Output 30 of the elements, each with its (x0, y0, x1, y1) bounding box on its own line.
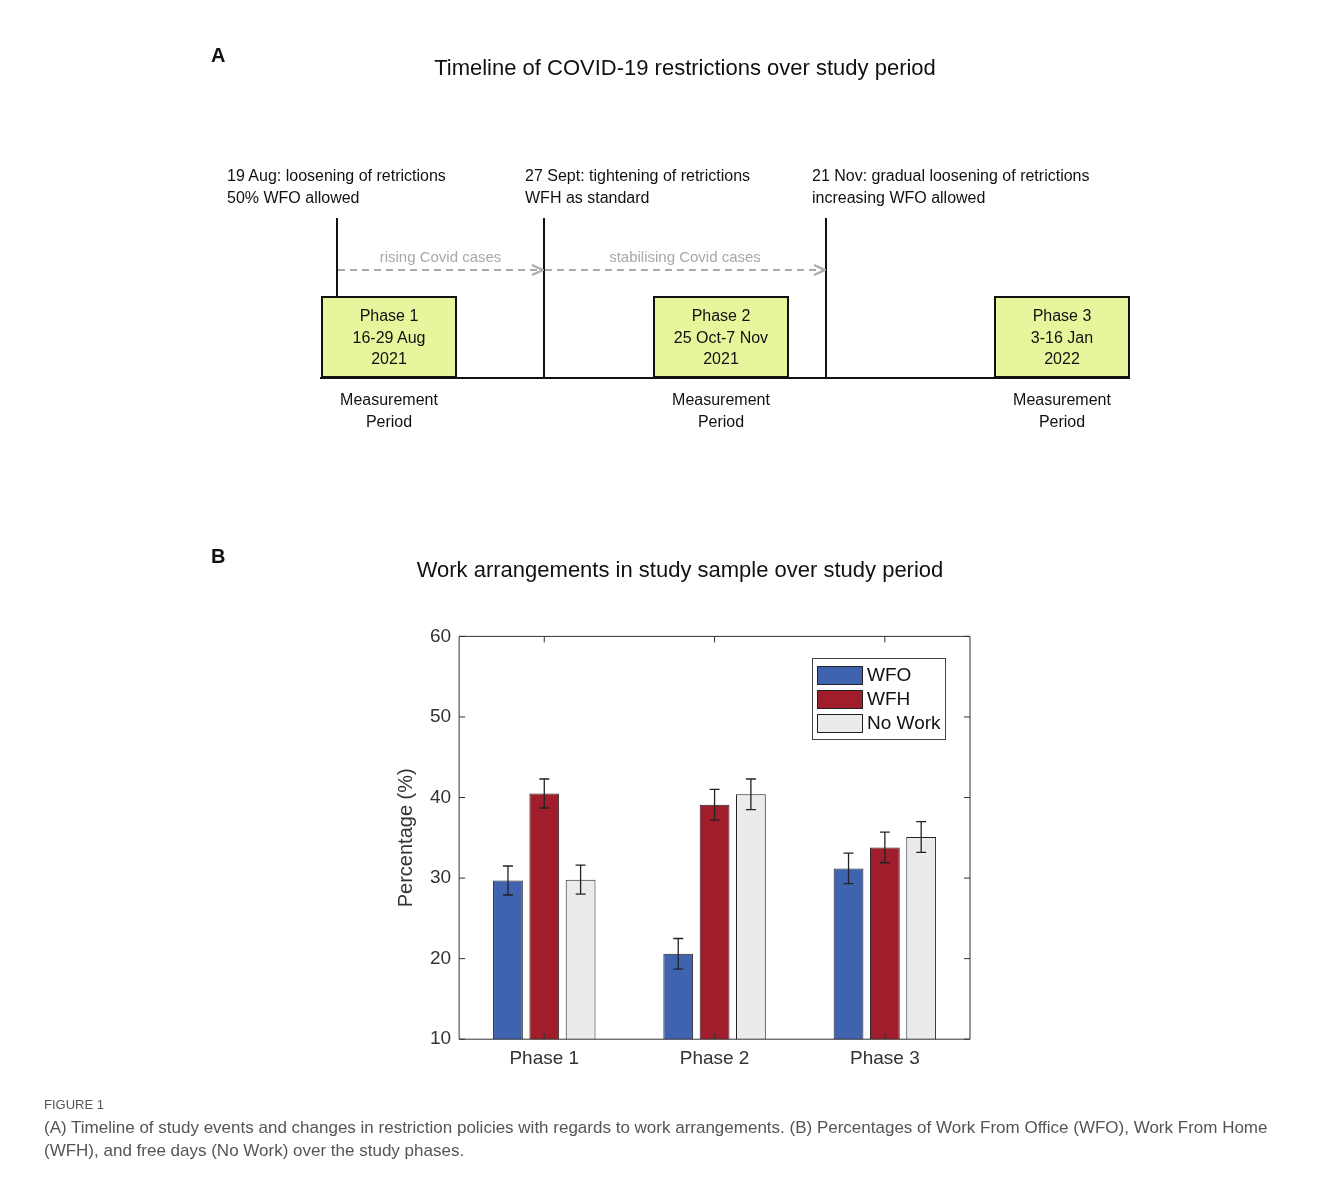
text: stabilising Covid cases (608, 247, 762, 267)
y-tick-label: 20 (429, 946, 452, 968)
text: Measurement Period (671, 390, 771, 432)
caption: FIGURE 1 (44, 1096, 104, 1114)
legend-label: WFO (867, 664, 912, 686)
text: Phase 2 25 Oct-7 Nov 2021 (672, 306, 770, 370)
x-tick-label: Phase 3 (849, 1046, 920, 1068)
text: 19 Aug: loosening of retrictions 50% WFO allowed (227, 166, 446, 208)
y-tick-label: 40 (429, 785, 452, 807)
y-axis-title: Percentage (%) (393, 768, 416, 908)
legend-label: WFH (867, 688, 911, 710)
text: rising Covid cases (378, 247, 503, 267)
text: A (211, 43, 226, 68)
text: Measurement Period (1012, 390, 1112, 432)
legend-label: No Work (867, 712, 941, 734)
x-tick-label: Phase 2 (679, 1046, 750, 1068)
text: Timeline of COVID-19 restrictions over study period (433, 55, 937, 81)
text: Measurement Period (339, 390, 439, 432)
text: (A) Timeline of study events and changes in restriction policies with regards to work arrangements. (B) Percentages of Work From Office (WFO), Work From Home (WFH), and free days (No Work) over the study phases. (44, 1117, 1269, 1162)
chart-title: Work arrangements in study sample over study period (416, 557, 944, 583)
y-tick-label: 60 (429, 624, 452, 646)
text: B (211, 544, 226, 569)
y-tick-label: 10 (429, 1027, 452, 1049)
y-tick-label: 50 (429, 705, 452, 727)
text: 21 Nov: gradual loosening of retrictions increasing WFO allowed (812, 166, 1090, 208)
text: 27 Sept: tightening of retrictions WFH as standard (525, 166, 751, 208)
text: Phase 1 16-29 Aug 2021 (351, 306, 427, 370)
text: Phase 3 3-16 Jan 2022 (1029, 306, 1095, 370)
x-tick-label: Phase 1 (509, 1046, 580, 1068)
y-tick-label: 30 (429, 866, 452, 888)
